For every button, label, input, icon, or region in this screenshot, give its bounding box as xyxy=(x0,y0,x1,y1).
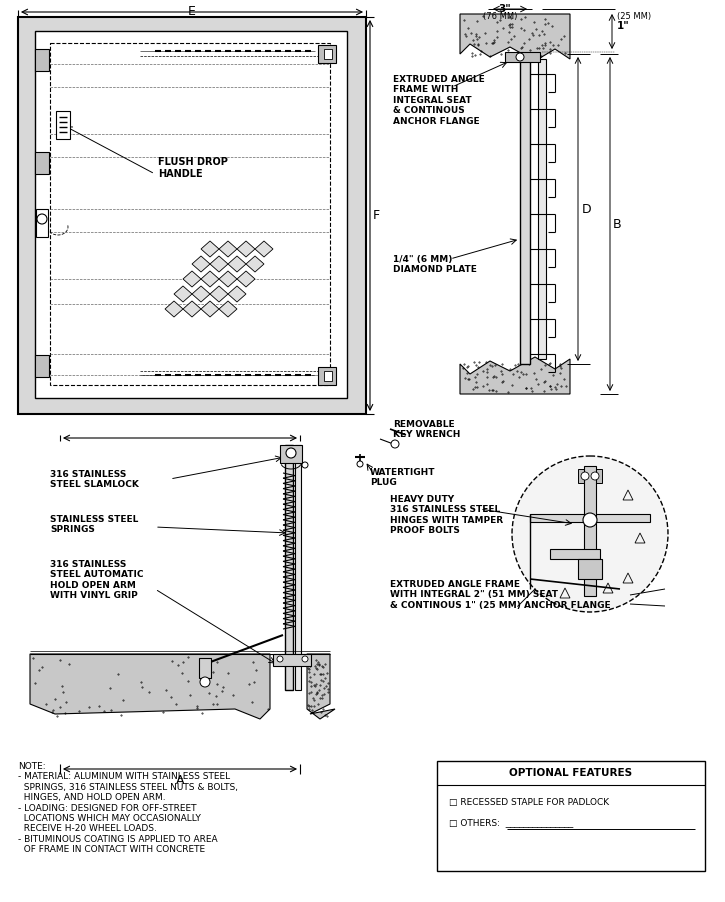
Polygon shape xyxy=(192,287,210,303)
Polygon shape xyxy=(460,15,570,62)
Bar xyxy=(530,514,650,522)
Circle shape xyxy=(357,462,363,467)
Bar xyxy=(318,46,336,64)
Bar xyxy=(550,549,600,559)
Text: 316 STAINLESS
STEEL AUTOMATIC
HOLD OPEN ARM
WITH VINYL GRIP: 316 STAINLESS STEEL AUTOMATIC HOLD OPEN … xyxy=(50,559,144,600)
Bar xyxy=(538,60,546,360)
Text: □ RECESSED STAPLE FOR PADLOCK: □ RECESSED STAPLE FOR PADLOCK xyxy=(449,797,609,806)
Circle shape xyxy=(200,677,210,687)
Bar xyxy=(318,368,336,385)
Bar xyxy=(56,112,70,140)
Text: E: E xyxy=(188,5,196,18)
Text: A: A xyxy=(175,773,184,787)
Text: 3": 3" xyxy=(499,4,511,14)
Polygon shape xyxy=(165,301,183,318)
Circle shape xyxy=(302,657,308,662)
Polygon shape xyxy=(219,242,237,258)
Polygon shape xyxy=(210,287,228,303)
Polygon shape xyxy=(219,301,237,318)
Bar xyxy=(285,446,293,690)
Polygon shape xyxy=(219,272,237,288)
Polygon shape xyxy=(201,301,219,318)
Text: FLUSH DROP
HANDLE: FLUSH DROP HANDLE xyxy=(158,157,228,179)
Text: HEAVY DUTY
316 STAINLESS STEEL
HINGES WITH TAMPER
PROOF BOLTS: HEAVY DUTY 316 STAINLESS STEEL HINGES WI… xyxy=(390,494,503,535)
Text: EXTRUDED ANGLE FRAME
WITH INTEGRAL 2" (51 MM) SEAT
& CONTINOUS 1" (25 MM) ANCHOR: EXTRUDED ANGLE FRAME WITH INTEGRAL 2" (5… xyxy=(390,579,610,609)
Bar xyxy=(505,53,540,63)
Text: D: D xyxy=(582,203,592,216)
Bar xyxy=(324,50,332,60)
Circle shape xyxy=(512,456,668,612)
Bar xyxy=(295,446,301,690)
Bar xyxy=(35,50,49,72)
Bar xyxy=(578,559,602,579)
Circle shape xyxy=(516,54,524,62)
Polygon shape xyxy=(174,287,192,303)
Circle shape xyxy=(581,473,589,481)
Bar xyxy=(50,44,330,385)
Bar xyxy=(35,32,347,399)
Polygon shape xyxy=(237,242,255,258)
Bar xyxy=(437,761,705,871)
Circle shape xyxy=(277,657,283,662)
Bar xyxy=(35,355,49,378)
Circle shape xyxy=(583,513,597,528)
Text: EXTRUDED ANGLE
FRAME WITH
INTEGRAL SEAT
& CONTINOUS
ANCHOR FLANGE: EXTRUDED ANGLE FRAME WITH INTEGRAL SEAT … xyxy=(393,75,485,125)
Polygon shape xyxy=(307,654,335,719)
Text: (25 MM): (25 MM) xyxy=(617,12,651,21)
Polygon shape xyxy=(228,287,246,303)
Polygon shape xyxy=(201,272,219,288)
Text: B: B xyxy=(613,218,621,231)
Circle shape xyxy=(37,215,47,225)
Bar xyxy=(520,55,530,364)
Text: REMOVABLE
KEY WRENCH: REMOVABLE KEY WRENCH xyxy=(393,419,460,439)
Polygon shape xyxy=(192,257,210,272)
Polygon shape xyxy=(30,654,270,719)
Text: NOTE:
- MATERIAL: ALUMINUM WITH STAINLESS STEEL
  SPRINGS, 316 STAINLESS STEEL N: NOTE: - MATERIAL: ALUMINUM WITH STAINLES… xyxy=(18,761,238,853)
Polygon shape xyxy=(201,242,219,258)
Polygon shape xyxy=(183,301,201,318)
Polygon shape xyxy=(228,257,246,272)
Bar xyxy=(584,466,596,596)
Text: F: F xyxy=(373,209,380,222)
Polygon shape xyxy=(210,257,228,272)
Polygon shape xyxy=(255,242,273,258)
Bar xyxy=(578,469,602,483)
Text: 1": 1" xyxy=(617,21,630,31)
Bar xyxy=(18,18,366,415)
Text: STAINLESS STEEL
SPRINGS: STAINLESS STEEL SPRINGS xyxy=(50,514,138,534)
Polygon shape xyxy=(183,272,201,288)
Bar xyxy=(36,210,48,238)
Text: □ OTHERS:  _______________: □ OTHERS: _______________ xyxy=(449,817,573,826)
Bar xyxy=(35,152,49,175)
Bar xyxy=(280,446,302,464)
Circle shape xyxy=(591,473,599,481)
Polygon shape xyxy=(246,257,264,272)
Bar xyxy=(273,654,311,667)
Text: OPTIONAL FEATURES: OPTIONAL FEATURES xyxy=(510,767,632,778)
Circle shape xyxy=(286,448,296,458)
Text: 316 STAINLESS
STEEL SLAMLOCK: 316 STAINLESS STEEL SLAMLOCK xyxy=(50,469,139,489)
Text: (76 MM): (76 MM) xyxy=(483,12,517,21)
Polygon shape xyxy=(460,357,570,394)
Polygon shape xyxy=(237,272,255,288)
Text: WATERTIGHT
PLUG: WATERTIGHT PLUG xyxy=(370,467,436,487)
Bar xyxy=(324,372,332,382)
Circle shape xyxy=(302,463,308,468)
Circle shape xyxy=(391,440,399,448)
Bar xyxy=(199,658,211,678)
Text: 1/4" (6 MM)
DIAMOND PLATE: 1/4" (6 MM) DIAMOND PLATE xyxy=(393,254,477,274)
